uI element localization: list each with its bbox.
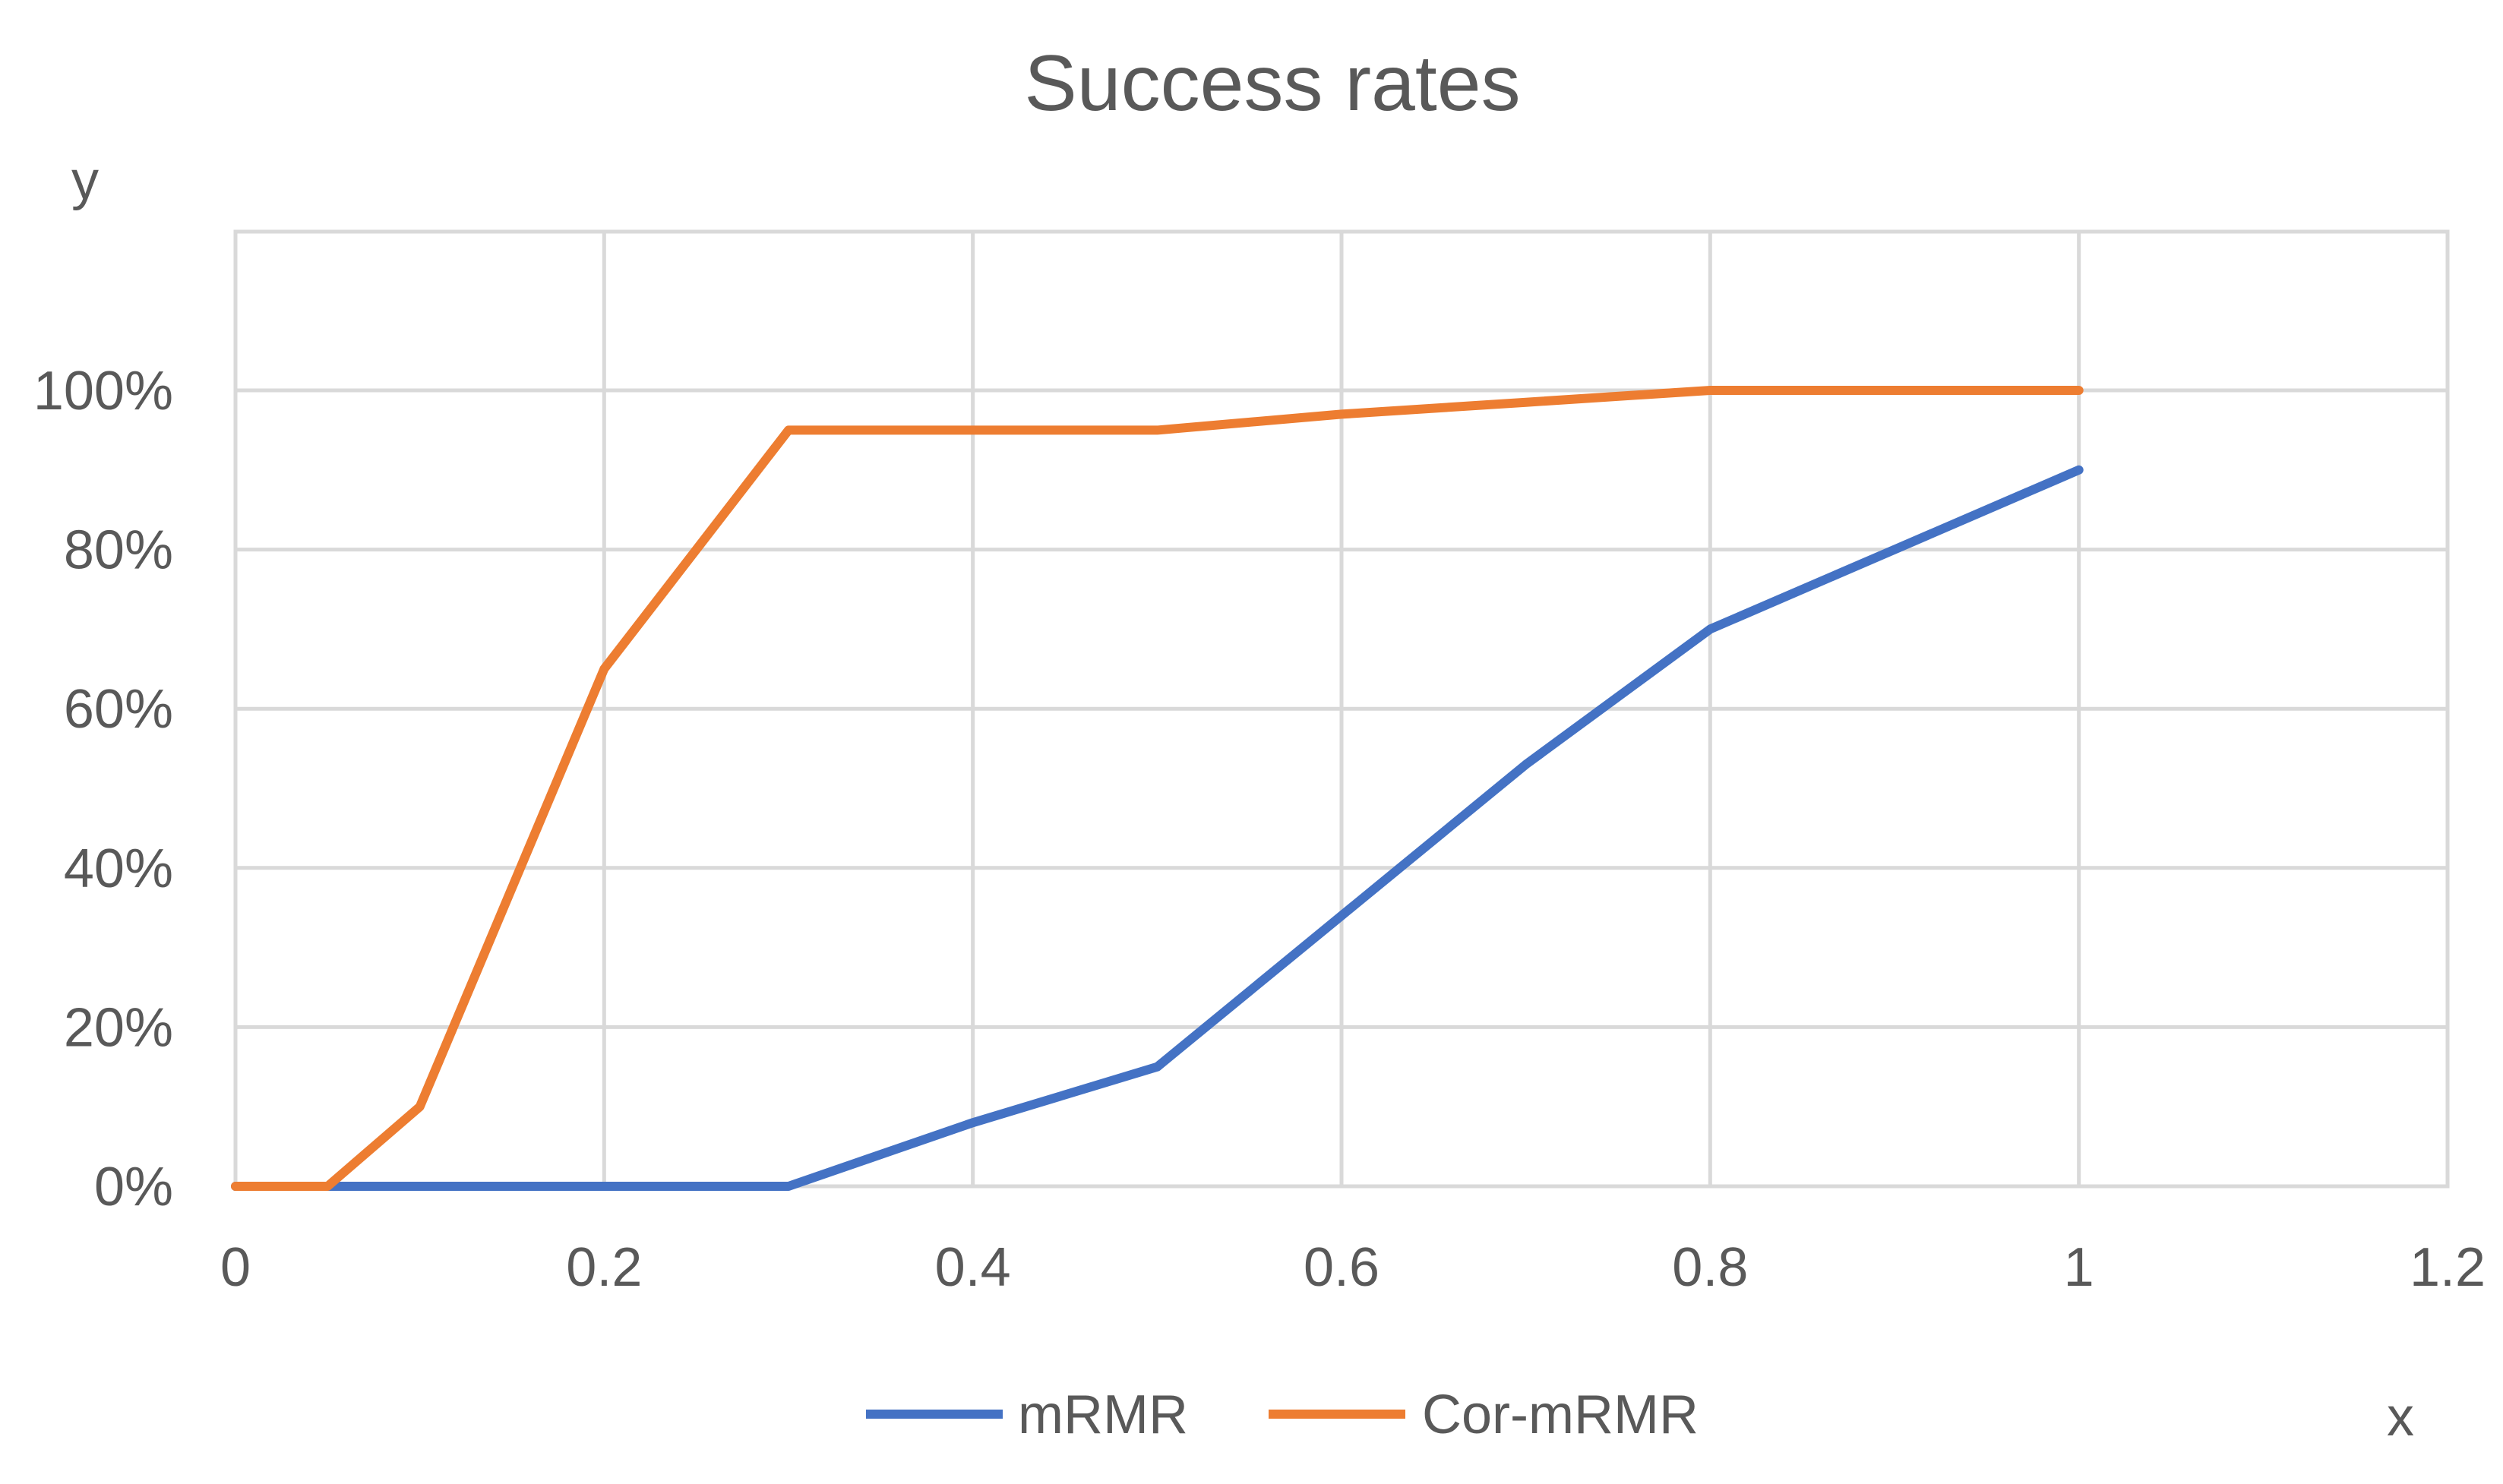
x-tick-label: 0: [220, 1237, 251, 1298]
y-tick-label: 20%: [64, 997, 173, 1058]
series-line-cor-mrmr: [231, 386, 2084, 1191]
series-lines: [231, 386, 2084, 1191]
x-axis-ticks: 0 0.2 0.4 0.6 0.8 1 1.2: [220, 1237, 2486, 1298]
x-axis-label: x: [2387, 1387, 2414, 1448]
plot-area: [233, 229, 2450, 1189]
y-axis-label: y: [71, 150, 99, 211]
grid: [235, 232, 2448, 1186]
y-axis-ticks: 0% 20% 40% 60% 80% 100%: [33, 361, 173, 1217]
x-tick-label: 0.2: [566, 1237, 642, 1298]
series-line-mrmr: [231, 465, 2084, 1191]
y-tick-label: 100%: [33, 361, 173, 422]
legend-label-mrmr: mRMR: [1018, 1385, 1188, 1445]
y-tick-label: 80%: [64, 520, 173, 581]
x-tick-label: 1: [2064, 1237, 2094, 1298]
x-tick-label: 0.6: [1304, 1237, 1379, 1298]
x-tick-label: 0.4: [935, 1237, 1011, 1298]
x-tick-label: 0.8: [1672, 1237, 1748, 1298]
legend-label-cor-mrmr: Cor-mRMR: [1422, 1385, 1699, 1445]
y-tick-label: 60%: [64, 679, 173, 740]
y-tick-label: 0%: [94, 1157, 173, 1217]
y-tick-label: 40%: [64, 838, 173, 899]
chart-title: Success rates: [1024, 39, 1520, 128]
legend: mRMR Cor-mRMR: [866, 1385, 1699, 1445]
x-tick-label: 1.2: [2410, 1237, 2486, 1298]
